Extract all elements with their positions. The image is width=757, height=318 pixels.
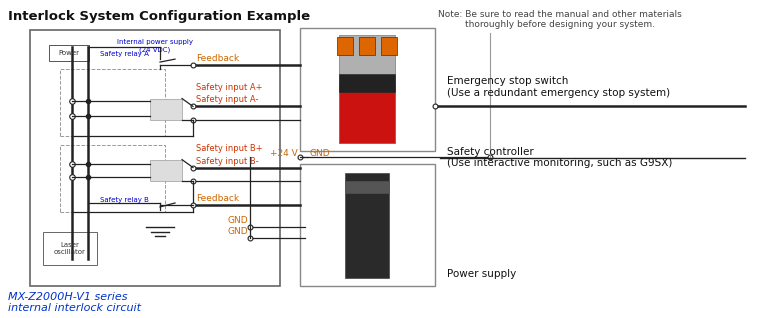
Bar — [345, 181, 390, 193]
Text: Note: Be sure to read the manual and other materials
thoroughly before designing: Note: Be sure to read the manual and oth… — [438, 10, 682, 29]
Text: Safety relay A: Safety relay A — [100, 51, 149, 57]
Bar — [300, 28, 435, 151]
Text: Power supply: Power supply — [447, 269, 516, 279]
Text: GND: GND — [227, 227, 248, 237]
Bar — [150, 99, 182, 120]
Text: Safety input B+
Safety input B-: Safety input B+ Safety input B- — [196, 144, 263, 166]
Text: GND: GND — [310, 149, 331, 158]
Text: Laser
oscillator: Laser oscillator — [54, 242, 86, 255]
Text: MX-Z2000H-V1 series
internal interlock circuit: MX-Z2000H-V1 series internal interlock c… — [8, 292, 141, 313]
Bar — [345, 173, 390, 278]
Bar — [150, 160, 182, 181]
Bar — [360, 38, 375, 55]
Text: GND: GND — [227, 216, 248, 225]
Text: Safety relay B: Safety relay B — [100, 197, 149, 203]
Bar — [339, 84, 395, 143]
Bar — [339, 36, 395, 143]
Bar — [382, 38, 397, 55]
Bar — [338, 38, 354, 55]
FancyBboxPatch shape — [49, 45, 89, 61]
Text: Safety input A+
Safety input A-: Safety input A+ Safety input A- — [196, 83, 263, 104]
Text: Internal power supply
(24 VDC): Internal power supply (24 VDC) — [117, 39, 193, 53]
Text: Feedback: Feedback — [196, 54, 239, 63]
Text: Interlock System Configuration Example: Interlock System Configuration Example — [8, 10, 310, 23]
FancyBboxPatch shape — [43, 232, 97, 265]
Bar — [60, 69, 165, 136]
Text: Safety controller
(Use interactive monitoring, such as G9SX): Safety controller (Use interactive monit… — [447, 147, 672, 169]
Bar — [60, 145, 165, 212]
Bar — [339, 74, 395, 92]
Text: Power: Power — [58, 50, 79, 56]
Text: Emergency stop switch
(Use a redundant emergency stop system): Emergency stop switch (Use a redundant e… — [447, 76, 670, 98]
Text: Feedback: Feedback — [196, 194, 239, 203]
Bar — [300, 163, 435, 286]
Text: +24 V: +24 V — [270, 149, 298, 158]
Bar — [30, 30, 280, 286]
